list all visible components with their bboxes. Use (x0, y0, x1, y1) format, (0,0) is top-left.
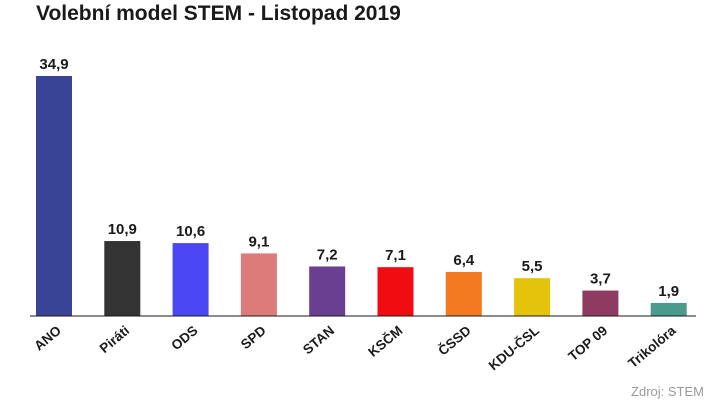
value-label-ods: 10,6 (176, 223, 205, 240)
bar-ks-m (377, 267, 414, 316)
value-label-stan: 7,2 (317, 246, 338, 263)
value-label--ssd: 6,4 (453, 252, 475, 269)
category-label--ssd: ČSSD (435, 323, 474, 359)
bar-ano (36, 76, 72, 316)
value-label-ano: 34,9 (39, 56, 68, 73)
bar-stan (309, 266, 346, 316)
category-label-top-09: TOP 09 (565, 323, 610, 364)
value-label-pir-ti: 10,9 (108, 221, 137, 238)
category-label-stan: STAN (300, 323, 337, 357)
chart-title: Volební model STEM - Listopad 2019 (36, 2, 401, 25)
value-label-trikol-ra: 1,9 (658, 283, 679, 300)
source-note: Zdroj: STEM (631, 384, 704, 399)
value-label-spd: 9,1 (248, 233, 269, 250)
category-label-trikol-ra: Trikolóra (625, 322, 679, 370)
category-label-ods: ODS (168, 323, 200, 353)
bar-top-09 (582, 290, 619, 316)
value-label-ks-m: 7,1 (385, 247, 406, 264)
bar-ods (172, 243, 209, 316)
category-label-kdu-sl: KDU-ČSL (486, 323, 542, 374)
category-label-ks-m: KSČM (365, 323, 405, 360)
category-label-pir-ti: Piráti (97, 323, 133, 356)
category-label-spd: SPD (238, 323, 269, 352)
bar-trikol-ra (650, 302, 687, 316)
bar-pir-ti (104, 241, 141, 316)
category-label-ano: ANO (31, 323, 64, 354)
bar--ssd (445, 271, 482, 316)
value-label-top-09: 3,7 (590, 271, 611, 288)
bar-kdu-sl (514, 278, 551, 316)
bar-spd (240, 253, 277, 316)
value-label-kdu-sl: 5,5 (522, 258, 543, 275)
